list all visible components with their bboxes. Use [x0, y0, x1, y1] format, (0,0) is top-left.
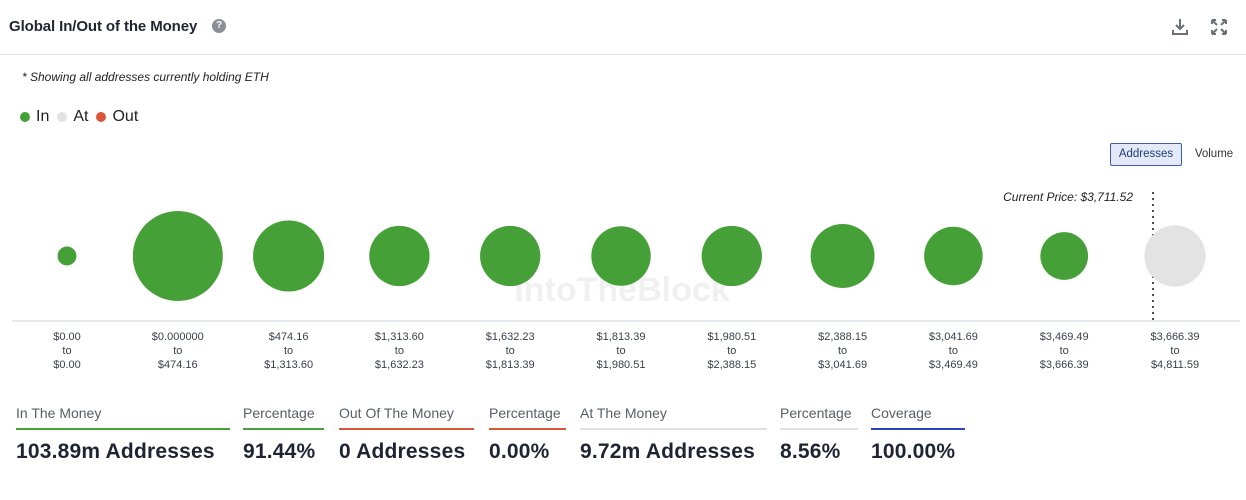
range-to-word: to: [62, 345, 71, 357]
holdings-note: * Showing all addresses currently holdin…: [22, 70, 269, 84]
download-icon[interactable]: [1170, 17, 1190, 37]
range-to-word: to: [727, 345, 736, 357]
range-from-label: $3,469.49: [1040, 331, 1089, 343]
range-from-label: $1,632.23: [486, 331, 535, 343]
legend-label-out: Out: [112, 108, 139, 125]
range-from-label: $1,813.39: [597, 331, 646, 343]
stat-value: 9.72m Addresses: [580, 440, 755, 463]
legend-dot-at: [57, 112, 68, 122]
range-to-word: to: [838, 345, 847, 357]
stat-value: 91.44%: [243, 440, 316, 463]
range-to-word: to: [616, 345, 625, 357]
stat-underline: [16, 428, 230, 430]
stats-bar: In The Money 103.89m Addresses Percentag…: [0, 405, 1246, 475]
bubble-6: [591, 226, 651, 286]
bubble-1: [57, 246, 77, 266]
bubble-10: [1040, 232, 1089, 280]
range-to-label: $474.16: [158, 359, 198, 371]
range-from-label: $1,980.51: [707, 331, 756, 343]
stat-label: In The Money: [16, 405, 102, 421]
range-from-label: $3,666.39: [1151, 331, 1200, 343]
range-to-label: $3,666.39: [1040, 359, 1089, 371]
current-price-label: Current Price: $3,711.52: [1003, 190, 1133, 204]
stat-coverage: Coverage 100.00%: [871, 405, 965, 464]
stat-label: Percentage: [780, 405, 852, 421]
stat-value: 0.00%: [489, 440, 550, 463]
range-from-label: $0.000000: [152, 331, 204, 343]
stat-value: 103.89m Addresses: [16, 440, 215, 463]
range-to-label: $1,632.23: [375, 359, 424, 371]
range-to-label: $1,980.51: [597, 359, 646, 371]
stat-value: 8.56%: [780, 440, 841, 463]
stat-label: Out Of The Money: [339, 405, 454, 421]
stat-at-percentage: Percentage 8.56%: [780, 405, 858, 464]
stat-label: Percentage: [489, 405, 561, 421]
range-to-word: to: [1060, 345, 1069, 357]
legend-label-in: In: [36, 108, 50, 125]
range-to-label: $3,469.49: [929, 359, 978, 371]
stat-label: Percentage: [243, 405, 315, 421]
stat-underline: [780, 428, 858, 430]
widget-header: Global In/Out of the Money ?: [0, 0, 1246, 55]
legend-item-in[interactable]: In: [20, 108, 49, 126]
legend-dot-in: [20, 112, 30, 122]
addresses-toggle[interactable]: Addresses: [1110, 143, 1182, 166]
stat-in-the-money: In The Money 103.89m Addresses: [16, 405, 230, 464]
range-from-label: $1,313.60: [375, 331, 424, 343]
range-to-word: to: [949, 345, 958, 357]
volume-toggle[interactable]: Volume: [1194, 148, 1234, 160]
range-to-word: to: [395, 345, 404, 357]
stat-underline: [580, 428, 767, 430]
legend-item-at[interactable]: At: [57, 108, 88, 126]
stat-at-the-money: At The Money 9.72m Addresses: [580, 405, 767, 464]
stat-out-percentage: Percentage 0.00%: [489, 405, 566, 464]
stat-underline: [243, 428, 324, 430]
help-circle-icon[interactable]: ?: [212, 19, 226, 33]
stat-value: 100.00%: [871, 440, 956, 463]
bubble-4: [369, 225, 430, 287]
range-from-label: $474.16: [269, 331, 309, 343]
stat-underline: [489, 428, 566, 430]
bubble-2: [132, 211, 223, 301]
range-from-label: $0.00: [53, 331, 81, 343]
range-to-label: $3,041.69: [818, 359, 867, 371]
chart-legend: In At Out: [20, 107, 146, 127]
range-from-label: $3,041.69: [929, 331, 978, 343]
legend-label-at: At: [73, 108, 89, 125]
stat-label: At The Money: [580, 405, 667, 421]
bubble-11: [1144, 225, 1206, 287]
bubble-8: [810, 224, 875, 288]
stat-underline: [339, 428, 474, 430]
range-to-label: $1,313.60: [264, 359, 313, 371]
bubble-3: [253, 220, 325, 292]
stat-out-of-the-money: Out Of The Money 0 Addresses: [339, 405, 474, 464]
widget-title: Global In/Out of the Money: [9, 18, 198, 35]
bubble-5: [480, 225, 541, 287]
legend-dot-out: [96, 112, 107, 122]
stat-underline: [871, 428, 965, 430]
expand-icon[interactable]: [1209, 17, 1229, 37]
range-to-label: $4,811.59: [1151, 359, 1199, 371]
range-from-label: $2,388.15: [818, 331, 867, 343]
range-to-word: to: [284, 345, 293, 357]
stat-value: 0 Addresses: [339, 440, 466, 463]
legend-item-out[interactable]: Out: [96, 108, 138, 126]
stat-in-percentage: Percentage 91.44%: [243, 405, 324, 464]
range-to-word: to: [506, 345, 515, 357]
range-to-word: to: [1170, 345, 1179, 357]
bubble-7: [701, 225, 762, 287]
range-to-label: $2,388.15: [707, 359, 756, 371]
range-to-label: $0.00: [53, 359, 81, 371]
range-to-label: $1,813.39: [486, 359, 535, 371]
stat-label: Coverage: [871, 405, 932, 421]
bubble-9: [924, 226, 983, 286]
range-to-word: to: [173, 345, 182, 357]
